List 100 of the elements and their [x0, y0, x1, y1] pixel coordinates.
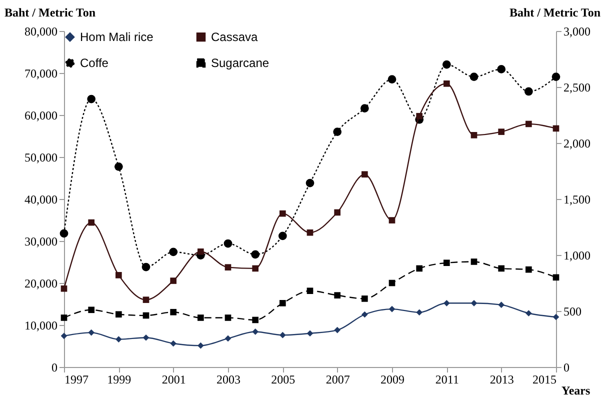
point [252, 265, 258, 272]
point [224, 314, 232, 321]
point [444, 300, 450, 306]
point [388, 306, 396, 312]
point [334, 209, 340, 216]
point [280, 300, 286, 306]
point [416, 309, 422, 316]
point [524, 87, 533, 96]
point [470, 258, 478, 265]
point [198, 248, 204, 255]
y-tick-label: 10,000 [24, 318, 58, 332]
y-axis-title: Baht / Metric Ton [4, 6, 96, 20]
y2-tick-label: 2,500 [564, 80, 590, 94]
point [334, 292, 340, 298]
point [362, 171, 368, 178]
point [116, 336, 122, 342]
legend-label: Sugarcane [211, 56, 270, 70]
point [388, 280, 396, 286]
point [526, 266, 532, 273]
point [278, 232, 287, 240]
x-tick-label: 2003 [216, 372, 240, 386]
point [498, 128, 504, 135]
x-axis-title: Years [562, 384, 590, 398]
point [252, 316, 258, 324]
y2-tick-label: 0 [564, 360, 570, 374]
point [388, 75, 396, 84]
point [170, 278, 176, 284]
y-tick-label: 60,000 [24, 108, 58, 122]
point [552, 314, 560, 320]
point [444, 260, 450, 266]
y2-tick-label: 1,500 [564, 192, 590, 206]
point [142, 312, 150, 319]
y-tick-label: 30,000 [24, 234, 58, 248]
legend-label: Coffe [80, 56, 109, 70]
point [497, 65, 506, 74]
x-tick-label: 1997 [64, 372, 88, 386]
x-tick-label: 2011 [435, 372, 459, 386]
point [526, 120, 532, 128]
point [60, 229, 68, 238]
point [470, 72, 478, 81]
point [362, 296, 368, 302]
point [114, 162, 123, 171]
point [416, 265, 422, 272]
x-tick-label: 2005 [271, 372, 296, 386]
point [552, 72, 560, 81]
point [88, 219, 94, 226]
point [60, 314, 68, 321]
point [552, 274, 560, 281]
x-tick-label: 2013 [490, 372, 514, 386]
point [306, 229, 314, 236]
point [170, 340, 176, 347]
point [60, 285, 68, 292]
point [498, 265, 504, 272]
point [280, 210, 286, 217]
y2-axis-title: Baht / Metric Ton [509, 6, 601, 20]
point [306, 178, 314, 188]
legend-label: Hom Mali rice [80, 30, 154, 44]
point [142, 296, 150, 303]
y2-tick-label: 2,000 [564, 136, 590, 150]
x-tick-label: 2001 [162, 372, 186, 386]
point [198, 314, 204, 321]
x-tick-label: 2009 [380, 372, 404, 386]
point [142, 262, 150, 272]
y2-tick-label: 1,000 [564, 248, 590, 262]
y-tick-label: 80,000 [24, 24, 58, 38]
point [280, 332, 286, 338]
point [170, 308, 176, 316]
point [88, 306, 94, 314]
point [306, 288, 314, 294]
point [224, 264, 232, 270]
y-tick-label: 70,000 [24, 66, 58, 80]
y-tick-label: 50,000 [24, 150, 58, 164]
point [444, 80, 450, 87]
y-tick-label: 0 [52, 360, 58, 374]
point [224, 335, 232, 342]
y-tick-label: 20,000 [24, 276, 58, 290]
point [442, 60, 451, 69]
point [552, 125, 560, 132]
point [388, 217, 396, 224]
point [360, 104, 369, 112]
y2-tick-label: 500 [564, 304, 582, 318]
legend-label: Cassava [211, 30, 258, 44]
point [333, 128, 342, 136]
point [306, 330, 314, 337]
point [416, 112, 422, 120]
point [198, 342, 204, 349]
point [116, 272, 122, 278]
x-tick-label: 1999 [107, 372, 132, 386]
point [334, 326, 340, 334]
point [169, 248, 178, 256]
point [224, 239, 232, 248]
point [252, 328, 258, 335]
x-tick-label: 2015 [532, 372, 556, 386]
point [142, 334, 150, 341]
point [470, 300, 478, 306]
point [116, 311, 122, 318]
point [60, 332, 68, 340]
point [251, 250, 260, 259]
y-tick-label: 40,000 [24, 192, 58, 206]
x-tick-label: 2007 [326, 372, 350, 386]
